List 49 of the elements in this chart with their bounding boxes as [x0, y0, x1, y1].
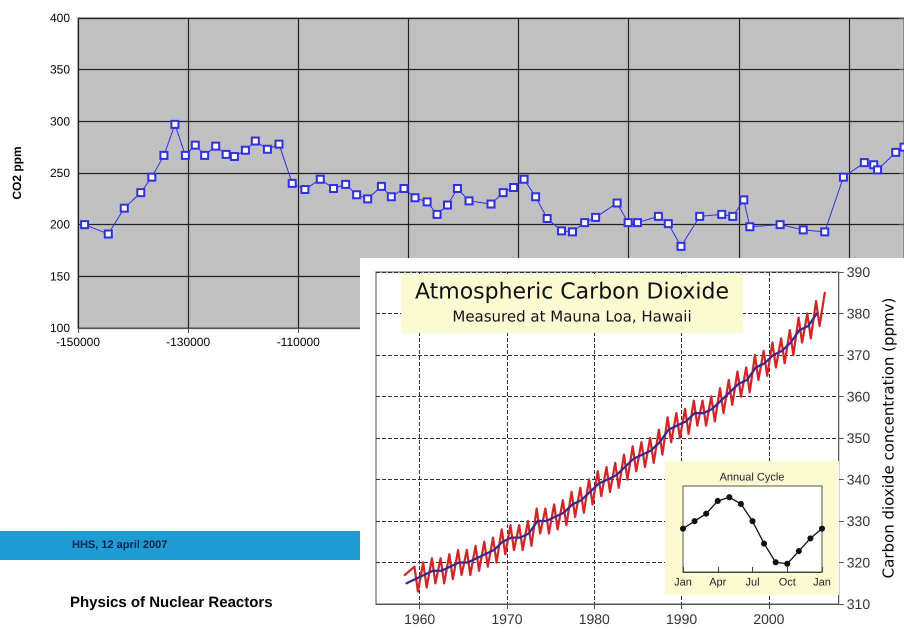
y-axis-title: CO2 ppm [10, 146, 24, 200]
text: Measured at Mauna Loa, Hawaii [452, 308, 692, 326]
text: Physics of Nuclear Reactors [70, 594, 273, 611]
point [714, 498, 721, 504]
y-tick-label: 200 [50, 218, 70, 232]
y-tick-label: 250 [50, 166, 70, 180]
x-tick-label: 1990 [666, 611, 698, 627]
point [761, 540, 768, 547]
y-tick-label: 300 [50, 114, 70, 128]
x-tick-label: Jan [813, 576, 831, 588]
x-tick-label: Oct [778, 576, 796, 588]
x-tick-label: Jul [745, 576, 760, 588]
y-tick-label: 320 [846, 554, 870, 570]
y-tick-label: 400 [50, 11, 70, 25]
point [796, 548, 802, 554]
chart-title: Annual Cycle [720, 472, 784, 484]
x-tick-label: -130000 [166, 335, 210, 349]
y-tick-label: 340 [846, 472, 870, 488]
text: HHS, 12 april 2007 [72, 539, 168, 551]
x-tick-label: Jan [674, 576, 692, 588]
y-tick-label: 100 [50, 321, 70, 335]
x-tick-label: 2000 [753, 611, 785, 627]
y-tick-label: 350 [846, 430, 870, 446]
y-tick-label: 360 [846, 388, 870, 404]
x-tick-label: 1960 [404, 611, 436, 627]
y-tick-label: 390 [846, 264, 870, 280]
chart-title: Atmospheric Carbon Dioxide [414, 280, 730, 304]
y-tick-label: 370 [846, 347, 870, 363]
point [750, 518, 756, 524]
x-tick-label: 1970 [491, 611, 523, 627]
point [772, 559, 779, 566]
point [726, 494, 732, 500]
point [819, 526, 825, 532]
point [692, 518, 698, 524]
y-tick-label: 310 [846, 596, 870, 612]
y-tick-label: 380 [846, 306, 870, 322]
x-tick-label: -150000 [56, 335, 100, 349]
point [680, 526, 686, 532]
point [703, 510, 710, 517]
y-tick-label: 350 [50, 62, 70, 77]
x-tick-label: Apr [709, 576, 727, 588]
y-tick-label: 330 [846, 513, 870, 529]
y-tick-label: 150 [50, 269, 70, 284]
y-axis-title: Carbon dioxide concentration (ppmv) [880, 298, 898, 578]
point [807, 535, 814, 542]
x-tick-label: 1980 [578, 611, 610, 627]
point [784, 560, 790, 567]
point [738, 500, 744, 507]
x-tick-label: -110000 [276, 335, 320, 349]
